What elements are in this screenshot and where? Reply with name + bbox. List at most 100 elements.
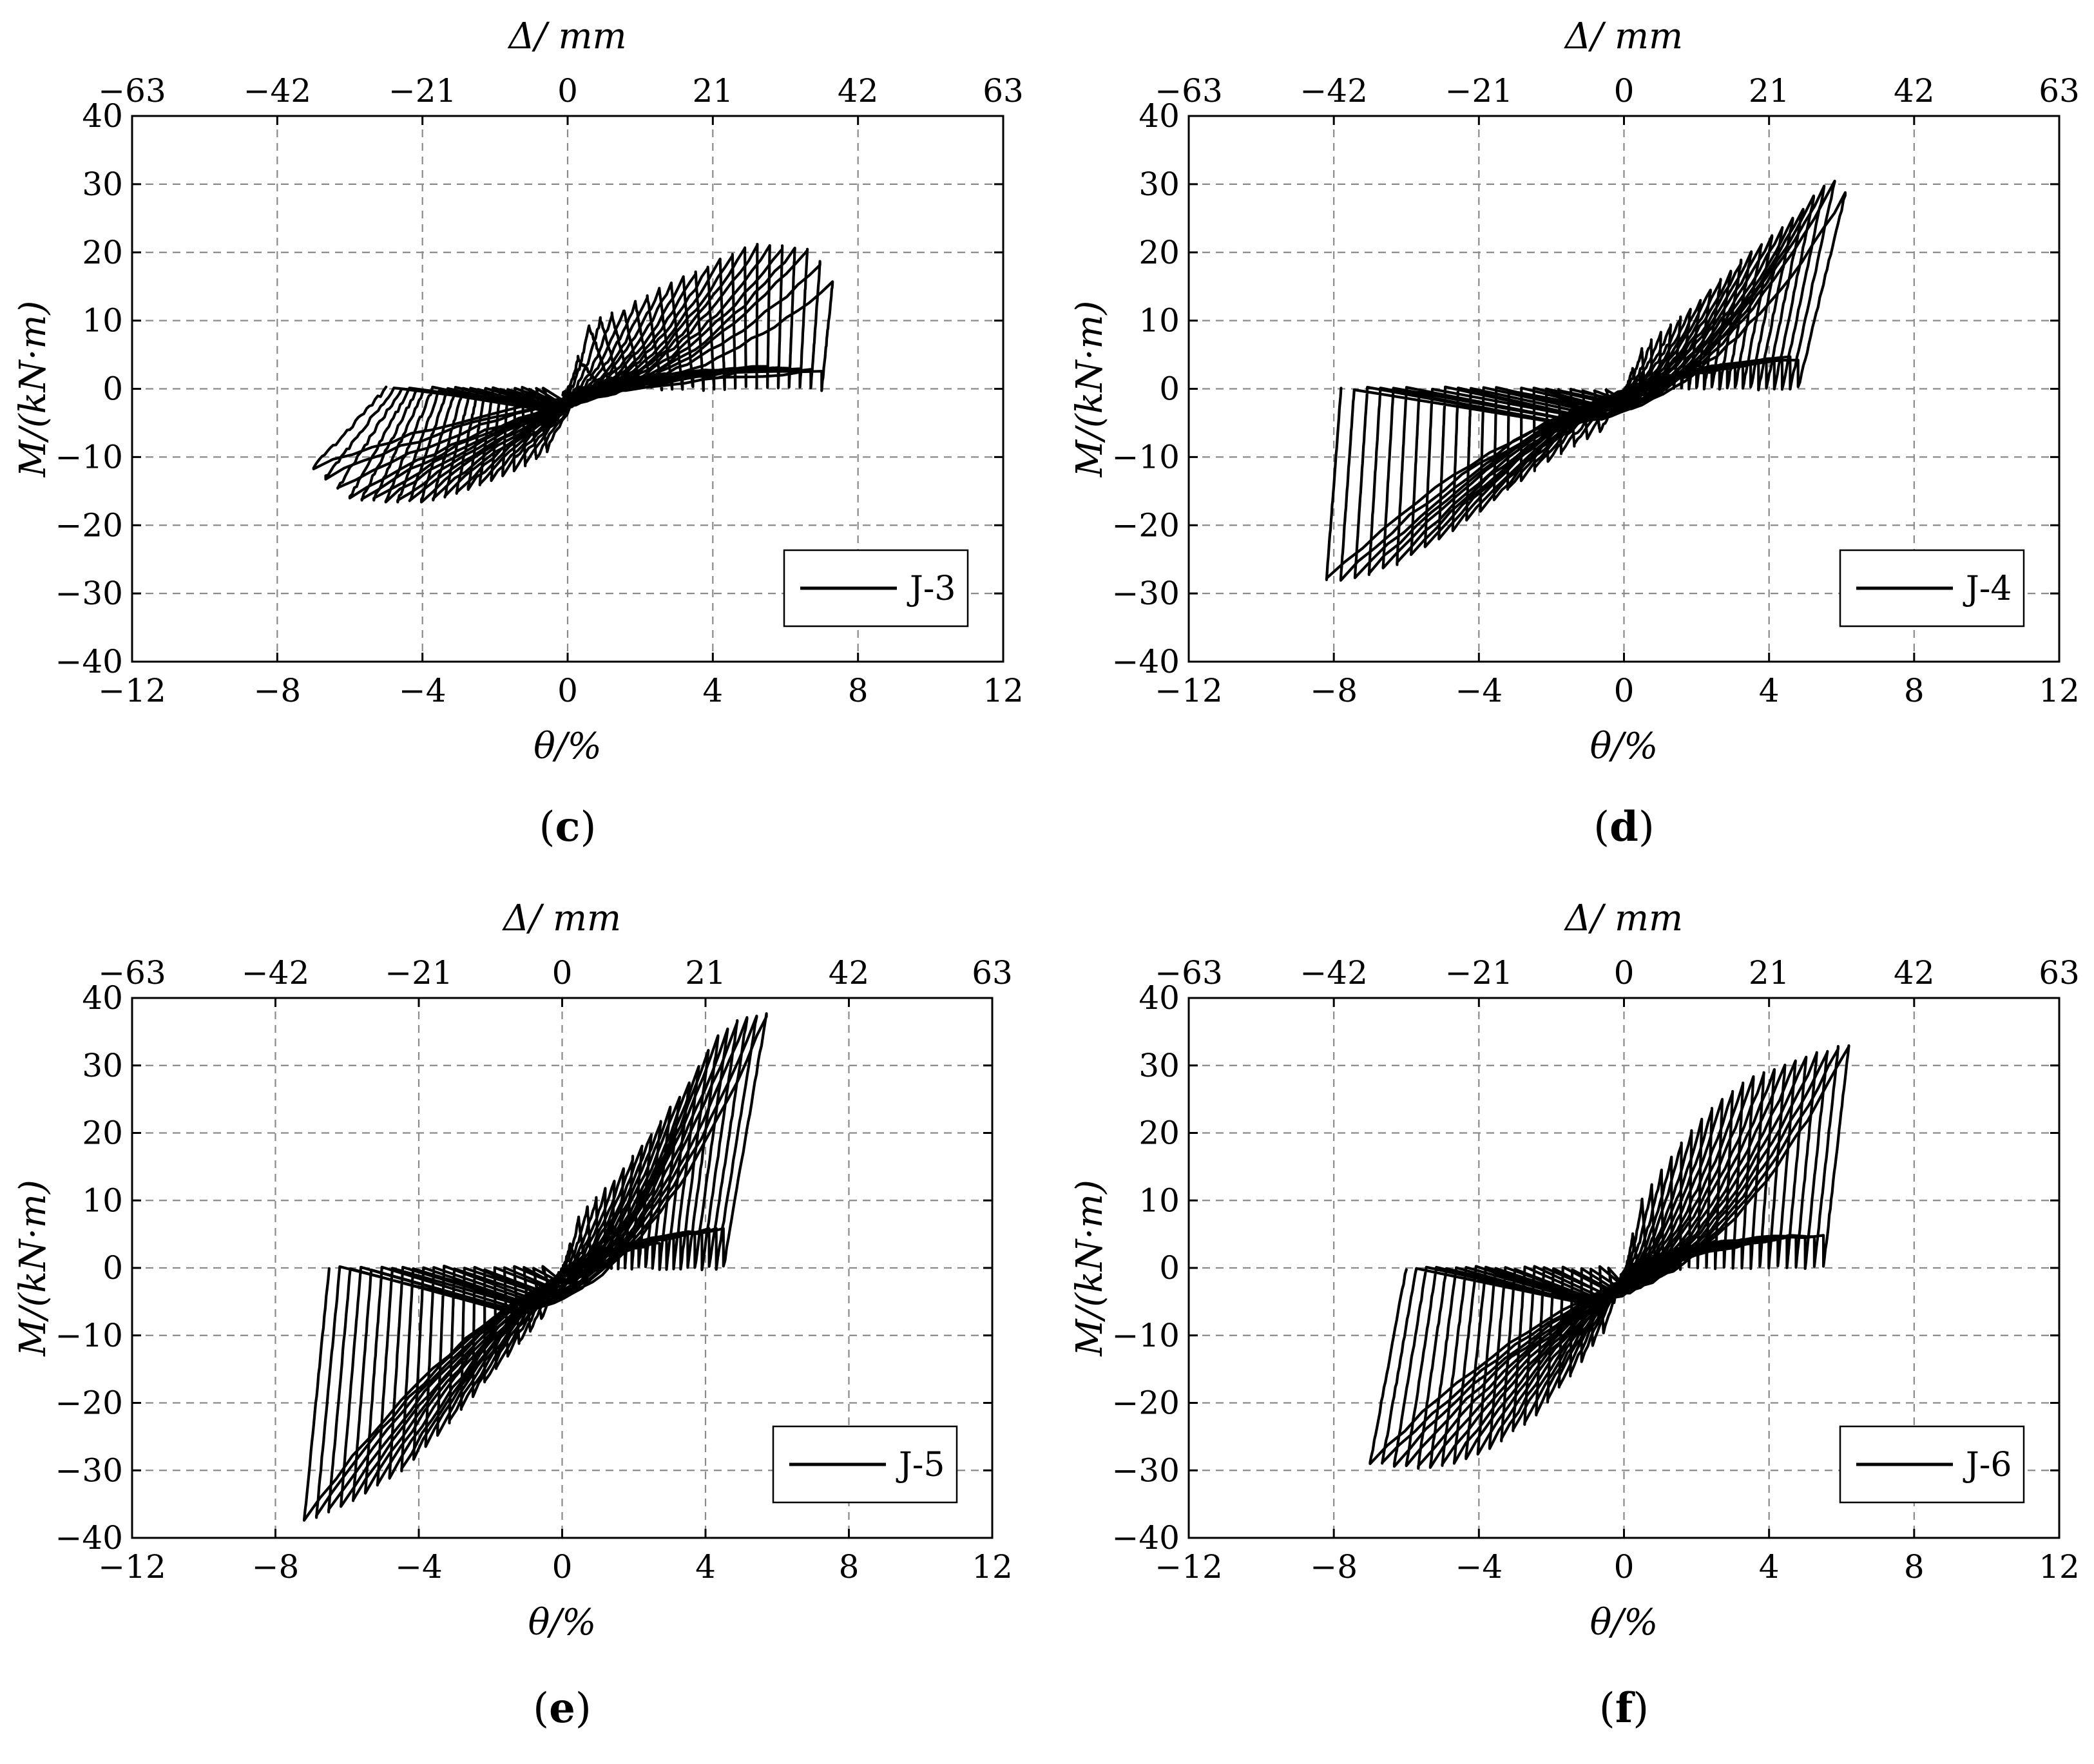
y-tick-label: −20	[1111, 1385, 1180, 1422]
y-axis-title: M/(kN·m)	[12, 301, 54, 478]
chart-panel-d: −12 −63 −8 −42 −4 −21 0 0 4 21 8 42 12 63 40 30 20 10 0 −10…	[1069, 15, 2080, 851]
legend-entry: J-5	[896, 1446, 945, 1484]
x2-tick-label: −21	[385, 954, 453, 992]
y-tick-label: −10	[1111, 438, 1180, 475]
x-tick-label: 8	[848, 672, 869, 709]
y-tick-label: −40	[55, 643, 123, 680]
x-tick-label: −8	[1310, 1548, 1358, 1586]
y-tick-label: −20	[55, 1385, 123, 1422]
y-tick-label: −10	[55, 438, 123, 475]
y-tick-label: 20	[82, 234, 123, 271]
y-tick-label: 40	[1138, 979, 1180, 1017]
x2-tick-label: 21	[685, 954, 726, 992]
y-tick-label: −40	[55, 1519, 123, 1557]
x2-tick-label: −21	[1445, 954, 1513, 992]
x2-tick-label: 0	[1614, 954, 1635, 992]
y-tick-label: −20	[1111, 506, 1180, 544]
y-axis-title: M/(kN·m)	[12, 1180, 54, 1357]
y-tick-label: −10	[55, 1317, 123, 1354]
hysteresis-curve-J-5	[302, 1012, 768, 1522]
x2-tick-label: −42	[244, 72, 312, 110]
x-tick-label: −4	[399, 672, 447, 709]
x2-tick-label: 63	[972, 954, 1013, 992]
top-axis-title: Δ/ mm	[507, 15, 626, 57]
x-tick-label: −4	[395, 1548, 443, 1586]
x-tick-label: 0	[1614, 1548, 1635, 1586]
legend-entry: J-3	[907, 570, 956, 608]
x2-tick-label: −42	[242, 954, 310, 992]
x-tick-label: 0	[1614, 672, 1635, 709]
x-tick-label: 12	[972, 1548, 1013, 1586]
x-tick-label: −8	[252, 1548, 300, 1586]
hysteresis-curve-J-3	[312, 243, 834, 504]
x-tick-label: −8	[1310, 672, 1358, 709]
top-axis-title: Δ/ mm	[1564, 15, 1683, 57]
x2-tick-label: −42	[1300, 72, 1368, 110]
panel-label-letter: e	[549, 1684, 575, 1732]
x-tick-label: 8	[839, 1548, 860, 1586]
y-tick-label: 20	[82, 1115, 123, 1152]
x-tick-label: 4	[702, 672, 723, 709]
panel-label: (c)	[539, 803, 597, 851]
x-tick-label: 0	[552, 1548, 573, 1586]
y-axis-title: M/(kN·m)	[1069, 301, 1111, 478]
x-tick-label: 8	[1904, 672, 1925, 709]
y-tick-label: −10	[1111, 1317, 1180, 1354]
y-tick-label: 0	[102, 370, 123, 408]
y-axis-title: M/(kN·m)	[1069, 1180, 1111, 1357]
x-tick-label: 4	[695, 1548, 716, 1586]
y-tick-label: 30	[82, 1047, 123, 1084]
x2-tick-label: 63	[2039, 72, 2080, 110]
y-tick-label: 30	[1138, 166, 1180, 203]
legend: J-6	[1839, 1425, 2025, 1504]
x-tick-label: −8	[253, 672, 301, 709]
x2-tick-label: −42	[1300, 954, 1368, 992]
x2-tick-label: 42	[838, 72, 879, 110]
x-tick-label: 12	[983, 672, 1024, 709]
top-axis-title: Δ/ mm	[1564, 897, 1683, 939]
y-tick-label: −30	[55, 1452, 123, 1489]
y-tick-label: 10	[1138, 1182, 1180, 1219]
legend: J-4	[1839, 549, 2025, 628]
x-tick-label: 4	[1759, 672, 1780, 709]
legend: J-5	[772, 1425, 958, 1504]
x-tick-label: −4	[1455, 1548, 1503, 1586]
x-tick-label: 0	[557, 672, 578, 709]
panel-label: (f)	[1599, 1684, 1649, 1732]
y-tick-label: 30	[82, 166, 123, 203]
x2-tick-label: −63	[1155, 72, 1223, 110]
top-axis-title: Δ/ mm	[502, 897, 621, 939]
x2-tick-label: 63	[983, 72, 1024, 110]
y-tick-label: 0	[102, 1249, 123, 1287]
panel-label-letter: c	[555, 803, 581, 851]
x2-tick-label: −63	[1155, 954, 1223, 992]
x-tick-label: 8	[1904, 1548, 1925, 1586]
chart-panel-f: −12 −63 −8 −42 −4 −21 0 0 4 21 8 42 12 63 40 30 20 10 0 −10…	[1069, 897, 2080, 1732]
x-tick-label: −12	[1155, 672, 1223, 709]
x2-tick-label: −21	[1445, 72, 1513, 110]
x2-tick-label: 0	[552, 954, 573, 992]
y-tick-label: −30	[1111, 1452, 1180, 1489]
x2-tick-label: 63	[2039, 954, 2080, 992]
y-tick-label: −20	[55, 506, 123, 544]
x2-tick-label: 0	[557, 72, 578, 110]
x-tick-label: −4	[1455, 672, 1503, 709]
x-axis-title: θ/%	[533, 725, 602, 767]
y-tick-label: 20	[1138, 234, 1180, 271]
y-tick-label: −40	[1111, 1519, 1180, 1557]
chart-panel-e: −12 −63 −8 −42 −4 −21 0 0 4 21 8 42 12 63 40 30 20 10 0 −10…	[12, 897, 1013, 1732]
y-tick-label: 20	[1138, 1115, 1180, 1152]
legend-entry: J-4	[1963, 570, 2012, 608]
x-axis-title: θ/%	[1590, 725, 1658, 767]
y-tick-label: 0	[1159, 1249, 1180, 1287]
panel-label-letter: f	[1615, 1684, 1635, 1732]
y-tick-label: 10	[82, 302, 123, 340]
panel-label: (d)	[1593, 803, 1655, 851]
x2-tick-label: −63	[98, 954, 166, 992]
y-tick-label: 40	[1138, 97, 1180, 135]
y-tick-label: −30	[1111, 575, 1180, 612]
x2-tick-label: 0	[1614, 72, 1635, 110]
y-tick-label: 30	[1138, 1047, 1180, 1084]
hysteresis-curve-J-6	[1369, 1044, 1850, 1470]
